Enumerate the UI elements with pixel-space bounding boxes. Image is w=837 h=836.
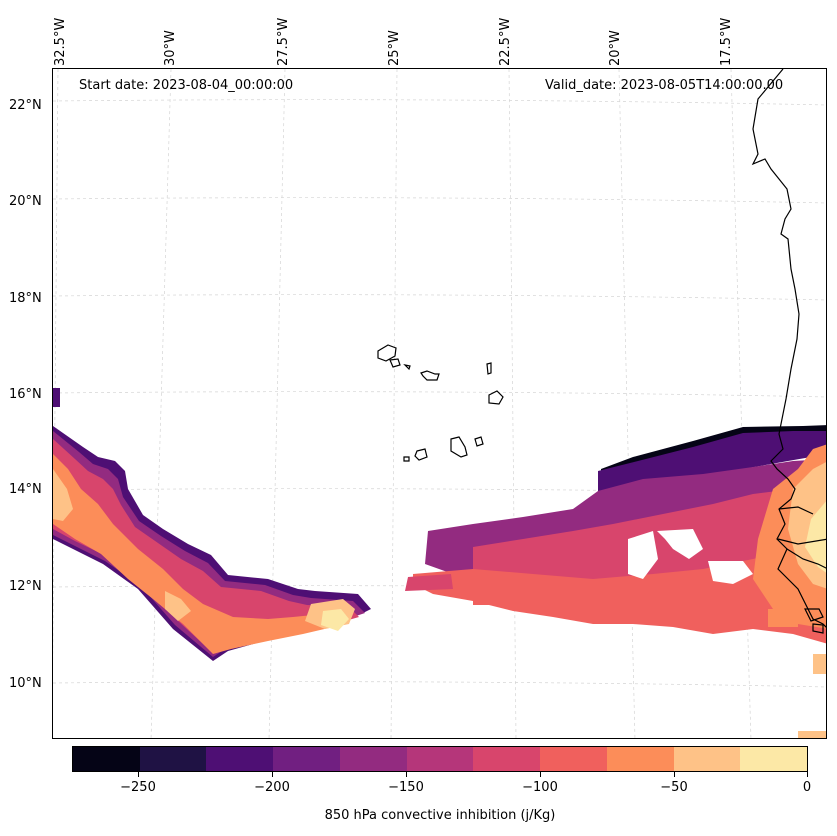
lon-label-32-5w: 32.5°W	[53, 17, 68, 66]
colorbar-label-minus-100: −100	[522, 780, 558, 795]
casamance-coast	[777, 538, 826, 545]
island-santiago	[450, 436, 468, 458]
cin-south-scatter-4	[768, 609, 798, 627]
map-canvas	[53, 69, 826, 738]
colorbar-label-minus-150: −150	[388, 780, 424, 795]
coastlines	[751, 69, 826, 634]
colorbar-segment-6	[406, 747, 474, 771]
colorbar-segment-11	[740, 747, 808, 771]
island-sal	[486, 362, 492, 375]
colorbar-title: 850 hPa convective inhibition (j/Kg)	[324, 808, 556, 823]
gambia-coast	[778, 506, 814, 515]
cin-south-scatter-1	[405, 574, 453, 591]
lat-label-16n: 16°N	[9, 387, 42, 402]
cin-east-band-8	[805, 501, 826, 573]
colorbar-segment-3	[206, 747, 274, 771]
lon-label-27-5w: 27.5°W	[276, 17, 291, 66]
island-santa-luzia	[403, 364, 411, 371]
cin-field-west	[53, 388, 371, 661]
island-maio	[474, 436, 484, 447]
cin-south-scatter-2	[473, 591, 523, 605]
lat-label-14n: 14°N	[9, 482, 42, 497]
lat-label-18n: 18°N	[9, 291, 42, 306]
lat-label-12n: 12°N	[9, 579, 42, 594]
colorbar-segment-10	[673, 747, 741, 771]
island-santo-antao	[377, 344, 397, 362]
colorbar-label-minus-50: −50	[660, 780, 688, 795]
gridlines	[53, 69, 826, 738]
colorbar-tick	[138, 772, 139, 777]
cin-gap-3	[708, 561, 753, 584]
cin-west-band-6	[321, 609, 349, 631]
lon-label-20w: 20°W	[608, 30, 623, 66]
lat-label-22n: 22°N	[9, 98, 42, 113]
colorbar-label-minus-200: −200	[254, 780, 290, 795]
colorbar-segment-7	[473, 747, 541, 771]
colorbar-tick	[540, 772, 541, 777]
cin-west-spot	[53, 388, 60, 407]
cin-south-scatter-6	[798, 731, 826, 738]
valid-date-label: Valid_date: 2023-08-05T14:00:00.00	[545, 78, 784, 93]
colorbar-tick	[406, 772, 407, 777]
cin-west-band-3	[53, 439, 359, 653]
start-date-label: Start date: 2023-08-04_00:00:00	[79, 78, 294, 93]
cabo-verde-islands	[377, 344, 504, 462]
island-brava	[403, 456, 410, 462]
lon-label-25w: 25°W	[387, 30, 402, 66]
map-panel	[52, 68, 827, 739]
cin-gap-2	[657, 529, 703, 559]
colorbar-segment-5	[339, 747, 407, 771]
cin-field-east	[405, 425, 826, 738]
colorbar-tick	[674, 772, 675, 777]
colorbar-segment-9	[606, 747, 674, 771]
lat-label-10n: 10°N	[9, 676, 42, 691]
guinea-bissau-coast	[786, 548, 826, 569]
africa-coastline	[751, 69, 826, 628]
lon-label-22-5w: 22.5°W	[498, 17, 513, 66]
cin-south-scatter-3	[593, 599, 633, 614]
lon-label-17-5w: 17.5°W	[719, 17, 734, 66]
cin-south-scatter-5	[813, 654, 826, 674]
island-sao-vicente	[389, 358, 401, 368]
colorbar-segment-4	[273, 747, 340, 771]
island-boa-vista	[488, 390, 504, 405]
colorbar-segment-8	[540, 747, 607, 771]
bijagos-islands	[804, 608, 824, 634]
colorbar-segment-1	[73, 747, 140, 771]
lon-label-30w: 30°W	[163, 30, 178, 66]
colorbar-label-0: 0	[802, 780, 812, 795]
colorbar-tick	[272, 772, 273, 777]
colorbar	[72, 746, 808, 772]
colorbar-tick	[807, 772, 808, 777]
cin-west-band-4	[53, 454, 343, 654]
lat-label-20n: 20°N	[9, 194, 42, 209]
cin-gap-1	[628, 531, 658, 579]
colorbar-segment-2	[139, 747, 207, 771]
colorbar-label-minus-250: −250	[120, 780, 156, 795]
island-fogo	[414, 448, 428, 461]
island-sao-nicolau	[420, 370, 440, 381]
